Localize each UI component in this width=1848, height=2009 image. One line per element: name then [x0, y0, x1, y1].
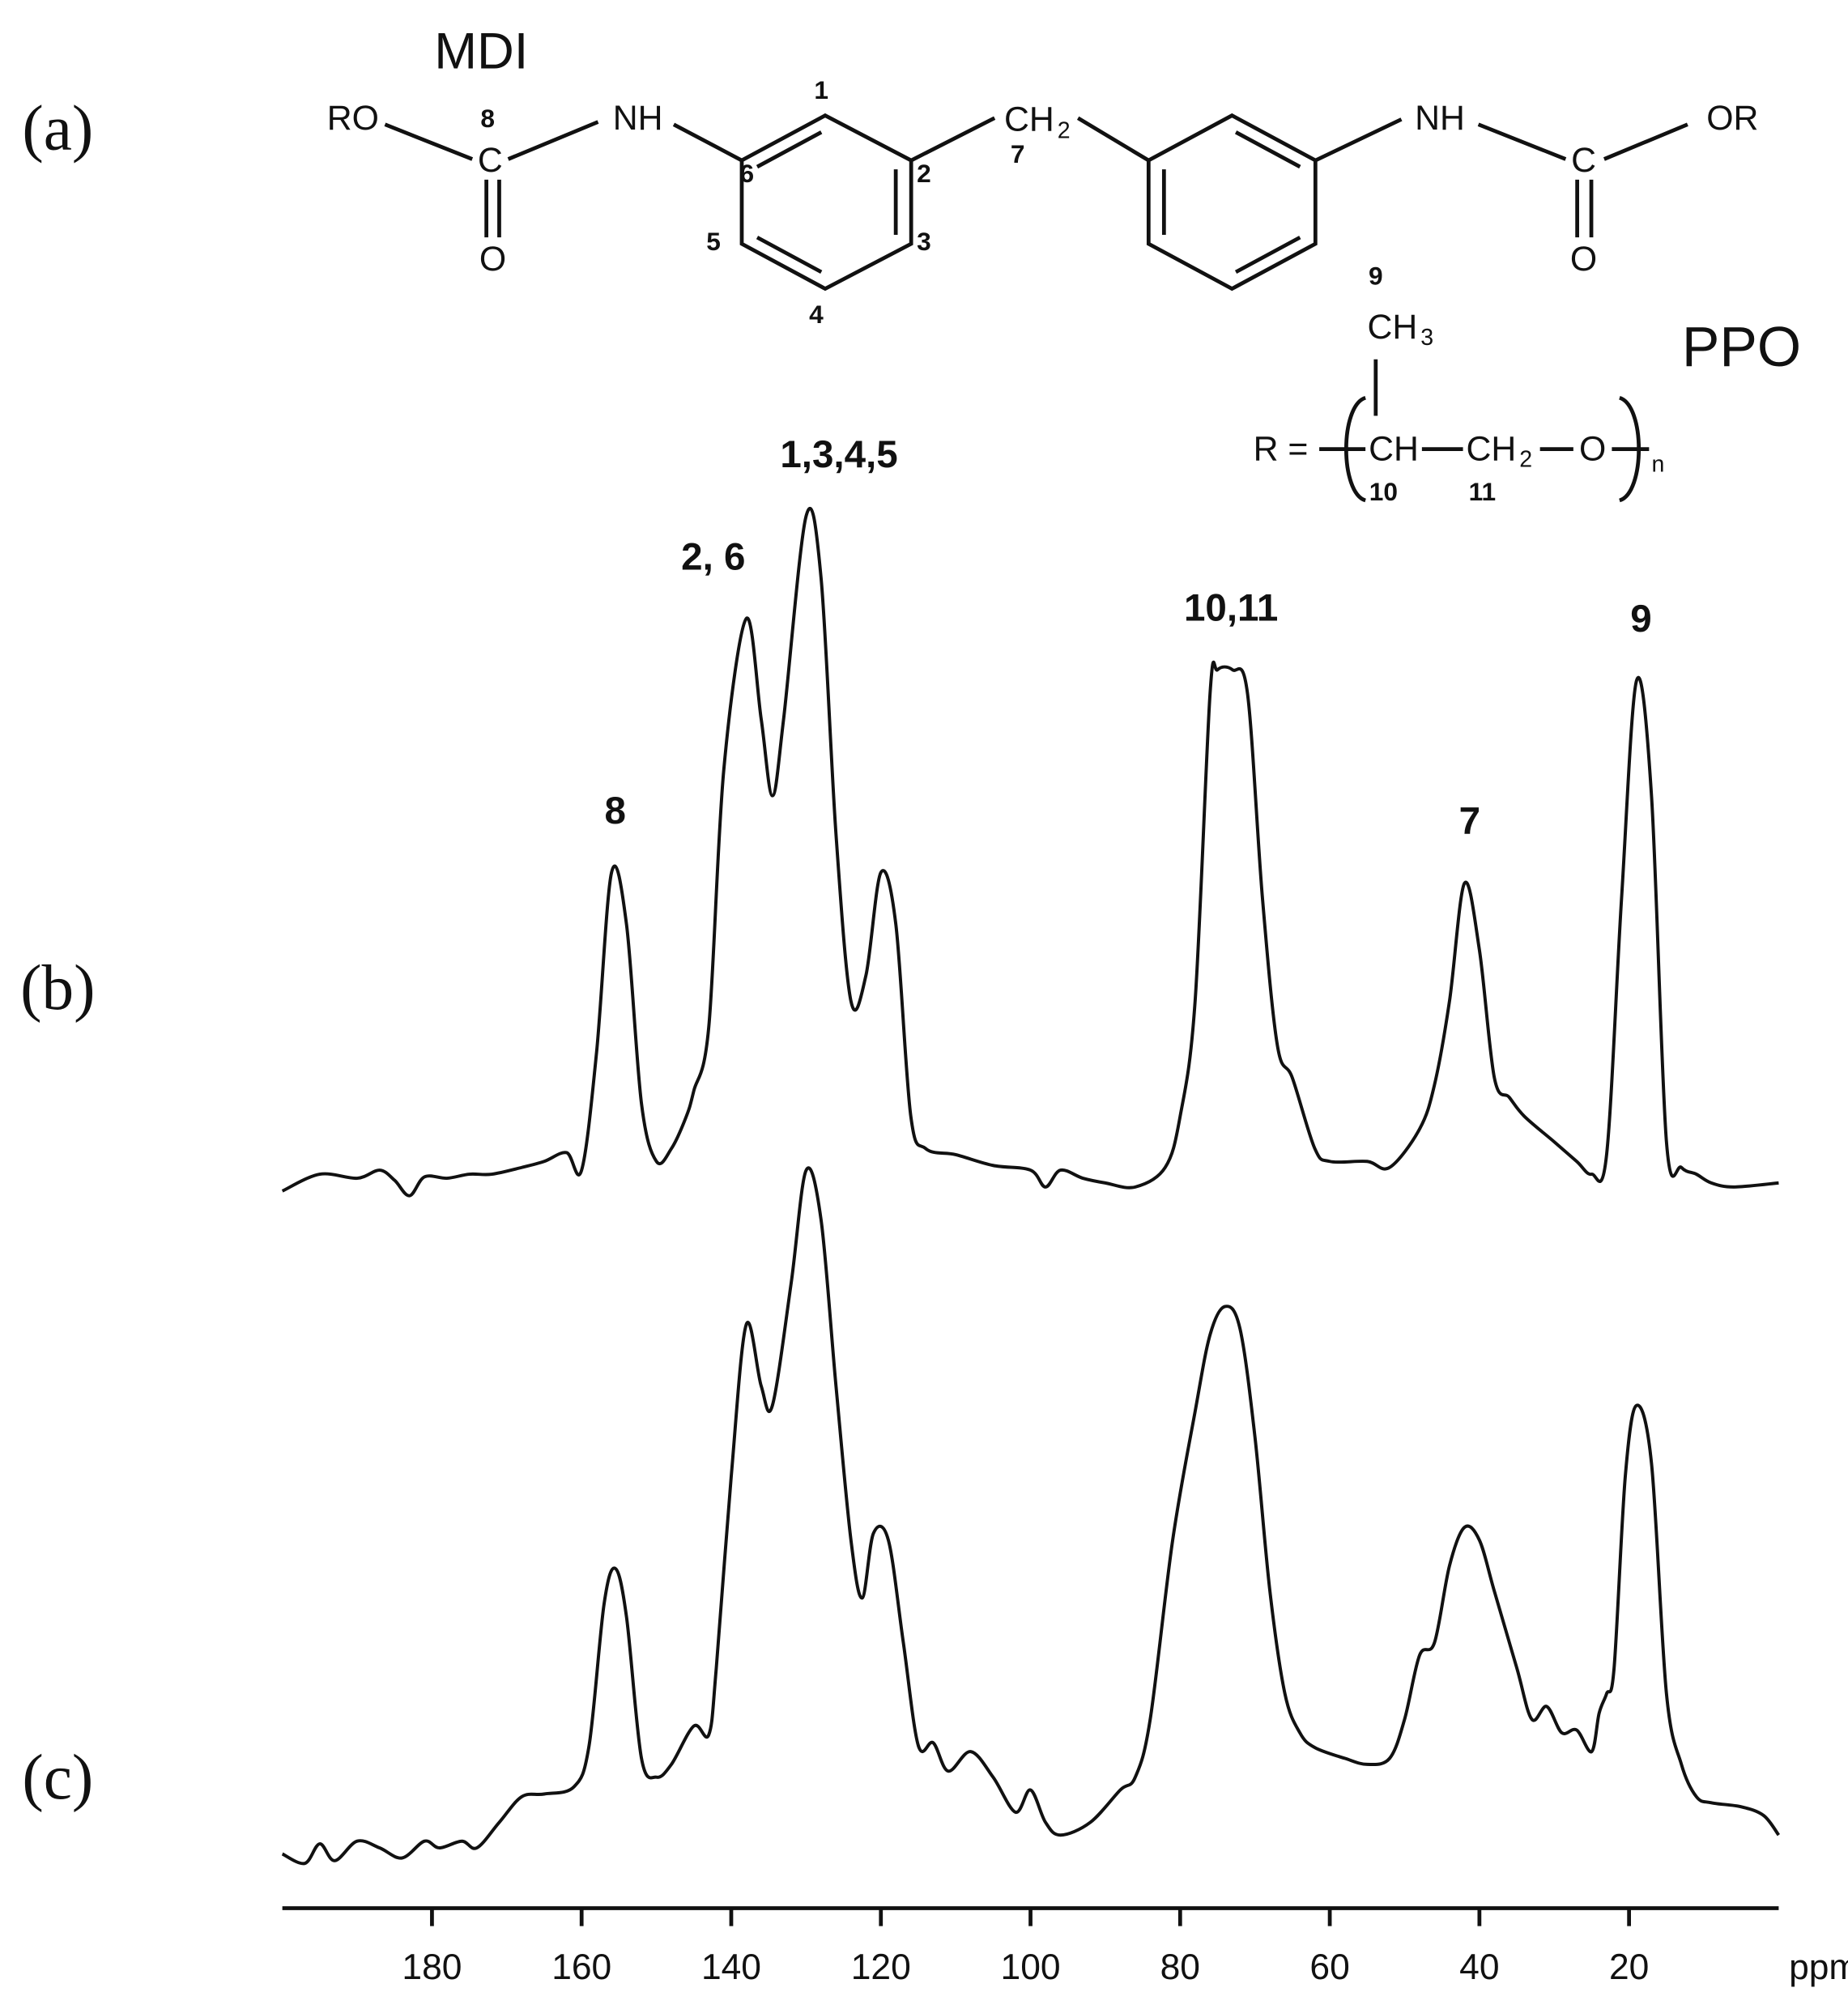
- atom-label: C: [1571, 141, 1596, 180]
- bond: [384, 122, 474, 161]
- x-tick-label: 160: [551, 1947, 611, 1987]
- carbon-number: 4: [809, 300, 824, 329]
- atom-label: RO: [327, 99, 379, 138]
- bond: [507, 120, 599, 161]
- bond: [1234, 236, 1301, 275]
- bond: [672, 122, 743, 163]
- atom-subscript: 3: [1420, 325, 1433, 351]
- bond: [1477, 122, 1567, 161]
- atom-label: O: [1579, 430, 1606, 469]
- polymer-title: PPO: [1682, 315, 1801, 378]
- bracket: [1343, 395, 1367, 503]
- atom-label: O: [1570, 240, 1597, 279]
- bond: [910, 116, 996, 163]
- carbon-number: 2: [917, 159, 931, 188]
- carbon-number: 3: [917, 227, 931, 256]
- peak-label: 1,3,4,5: [780, 433, 897, 476]
- carbon-number: 11: [1469, 477, 1497, 506]
- carbon-number: 5: [706, 227, 721, 256]
- spectra: 180 160 140 120 100 80 60 40 20 ppm (b) (c) 8 2, 6 1,3…: [20, 433, 1848, 1987]
- atom-label: O: [479, 240, 506, 279]
- series-label: (b): [20, 952, 95, 1024]
- atom-subscript: n: [1652, 452, 1665, 478]
- x-tick-label: 20: [1609, 1947, 1649, 1987]
- bond: [1603, 122, 1688, 161]
- atom-label: CH: [1369, 430, 1419, 469]
- structure-title: MDI: [434, 23, 528, 79]
- x-tick-label: 40: [1459, 1947, 1499, 1987]
- peak-label: 2, 6: [681, 535, 745, 578]
- bond: [756, 130, 823, 169]
- x-tick-label: 180: [402, 1947, 462, 1987]
- atom-label: C: [478, 141, 503, 180]
- bond: [1314, 117, 1403, 163]
- peak-label: 7: [1459, 800, 1480, 843]
- carbon-number: 8: [480, 104, 495, 133]
- x-tick-label: 60: [1309, 1947, 1349, 1987]
- atom-label: OR: [1706, 99, 1758, 138]
- atom-label: CH: [1368, 308, 1418, 347]
- peak-label: 8: [605, 790, 626, 832]
- peak-label: 9: [1630, 598, 1651, 641]
- carbon-number: 1: [814, 75, 828, 104]
- spectrum-line: [281, 1166, 1781, 1866]
- atom-label: CH: [1467, 430, 1517, 469]
- ring: [1146, 113, 1318, 292]
- x-tick-label: 120: [851, 1947, 911, 1987]
- structure: (a) MDI PPO: [22, 23, 1801, 506]
- x-tick-label: 100: [1001, 1947, 1061, 1987]
- bond: [1076, 116, 1150, 163]
- atom-subscript: 2: [1519, 446, 1532, 472]
- carbon-number: 9: [1369, 262, 1383, 291]
- atom-subscript: 2: [1058, 118, 1071, 144]
- carbon-number: 7: [1011, 139, 1025, 168]
- ring: [739, 113, 913, 292]
- atom-label: R =: [1254, 430, 1309, 469]
- atom-label: NH: [1415, 99, 1465, 138]
- bonds: [384, 113, 1688, 503]
- bond: [1234, 130, 1301, 169]
- panel-label: (a): [22, 92, 93, 164]
- carbon-number: 10: [1369, 477, 1398, 506]
- bond: [756, 236, 823, 275]
- atom-label: NH: [613, 99, 663, 138]
- peak-label: 10,11: [1184, 587, 1278, 630]
- carbon-number: 6: [739, 159, 754, 188]
- x-tick-label: 80: [1160, 1947, 1200, 1987]
- series-label: (c): [22, 1742, 93, 1813]
- x-axis-label: ppm: [1789, 1947, 1848, 1987]
- atom-label: CH: [1004, 100, 1054, 138]
- bracket: [1618, 395, 1641, 503]
- x-tick-label: 140: [701, 1947, 761, 1987]
- spectrum-line: [281, 506, 1779, 1198]
